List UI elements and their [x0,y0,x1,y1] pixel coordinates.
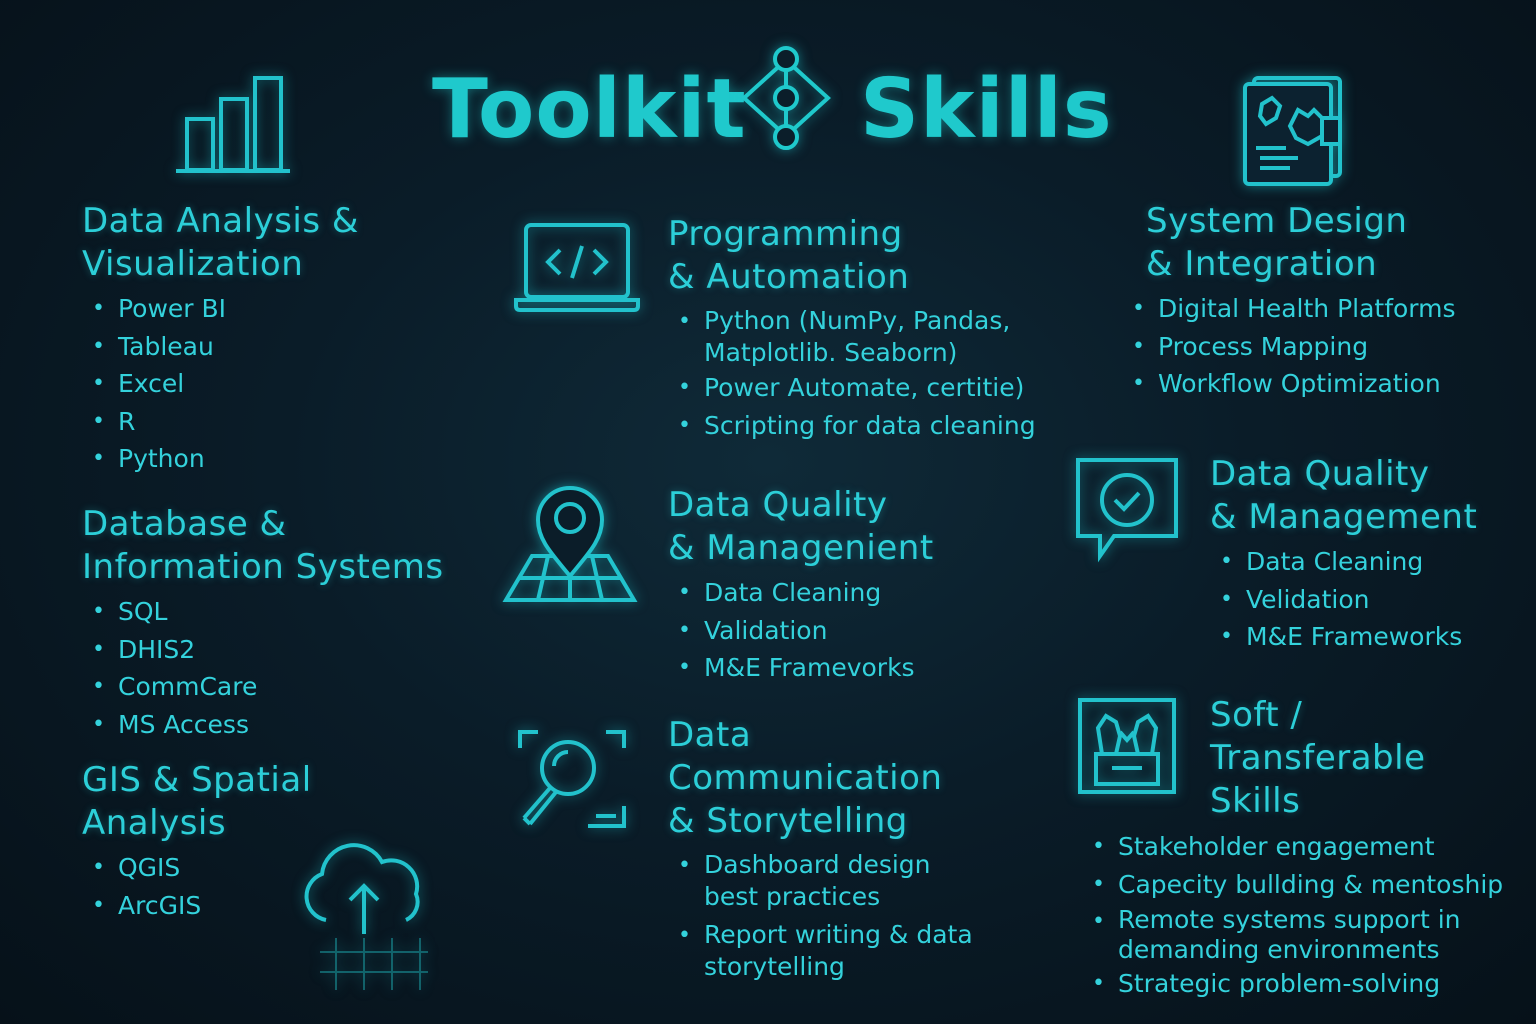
section-data-analysis: Data Analysis & Visualization Power BI T… [82,200,359,478]
list-item: SQL [82,593,444,631]
list-item-text: Dashboard design best practices [704,850,931,911]
skill-list: SQL DHIS2 CommCare MS Access [82,593,444,743]
section-soft-skills: Soft / Transferable Skills [1210,694,1426,823]
section-programming: Programming & Automation Python (NumPy, … [668,213,1036,444]
list-item: Data Cleaning [1210,543,1477,581]
list-item: CommCare [82,668,444,706]
skill-list: QGIS ArcGIS [82,849,312,924]
section-heading: Soft / Transferable Skills [1210,695,1426,821]
section-database: Database & Information Systems SQL DHIS2… [82,503,444,743]
list-item: Tableau [82,328,359,366]
cloud-upload-icon [298,842,432,992]
list-item: Dashboard design best practices [668,847,973,913]
list-item: Python (NumPy, Pandas, Matplotlib. Seabo… [668,303,1036,369]
skill-list: Dashboard design best practices Report w… [668,847,973,983]
section-data-quality-right: Data Quality & Management Data Cleaning … [1210,453,1477,656]
laptop-code-icon [514,222,640,314]
list-item: Data Cleaning [668,574,934,612]
skill-list: Power BI Tableau Excel R Python [82,290,359,478]
list-item: Report writing & data storytelling [668,917,973,983]
list-item: Scripting for data cleaning [668,407,1036,445]
list-item: ArcGIS [82,887,312,925]
list-item: QGIS [82,849,312,887]
section-heading: Data Quality & Managenient [668,485,934,568]
list-item-text: Report writing & data storytelling [704,920,973,981]
list-item-text: Python (NumPy, Pandas, Matplotlib. Seabo… [704,306,1011,367]
title-toolkit: Toolkit [432,62,747,157]
list-item: Remote systems support in demanding envi… [1082,903,1503,965]
skill-list: Data Cleaning Velidation M&E Frameworks [1210,543,1477,656]
list-item: Process Mapping [1122,328,1456,366]
section-heading: Data Quality & Management [1210,454,1478,537]
section-soft-skills-list: Stakeholder engagement Capecity bullding… [1082,824,1503,1003]
check-chat-icon [1074,456,1180,564]
section-system-design: System Design & Integration Digital Heal… [1132,200,1456,403]
section-heading: Programming & Automation [668,214,910,297]
section-heading: Database & Information Systems [82,504,444,587]
list-item: Validation [668,612,934,650]
section-heading: Data Communication & Storytelling [668,715,943,841]
skill-list: Python (NumPy, Pandas, Matplotlib. Seabo… [668,303,1036,444]
section-data-quality-mid: Data Quality & Managenient Data Cleaning… [668,484,934,687]
magnifier-icon [516,726,628,832]
bar-chart-icon [176,74,292,174]
list-item: DHIS2 [82,631,444,669]
list-item: Power BI [82,290,359,328]
list-item: Workflow Optimization [1122,365,1456,403]
node-diamond-icon [736,40,836,164]
list-item: Velidation [1210,581,1477,619]
section-gis: GIS & Spatial Analysis QGIS ArcGIS [82,759,312,924]
document-map-icon [1242,74,1346,188]
list-item: Power Automate, certitie) [668,369,1036,407]
list-item-text: Remote systems support in demanding envi… [1118,905,1461,964]
list-item: Strategic problem-solving [1082,965,1503,1003]
list-item: MS Access [82,706,444,744]
list-item: Digital Health Platforms [1122,290,1456,328]
list-item: M&E Framevorks [668,649,934,687]
list-item: Python [82,440,359,478]
list-item: M&E Frameworks [1210,618,1477,656]
skill-list: Digital Health Platforms Process Mapping… [1122,290,1456,403]
page-title: Toolkit Skills [0,46,1536,170]
section-heading: GIS & Spatial Analysis [82,760,312,843]
people-frame-icon [1076,696,1178,796]
list-item: Stakeholder engagement [1082,828,1503,866]
list-item: R [82,403,359,441]
map-pin-icon [502,484,638,606]
section-communication: Data Communication & Storytelling Dashbo… [668,714,973,983]
section-heading: System Design & Integration [1146,201,1408,284]
skill-list: Data Cleaning Validation M&E Framevorks [668,574,934,687]
section-heading: Data Analysis & Visualization [82,201,359,284]
list-item: Capecity bullding & mentoship [1082,866,1503,904]
list-item: Excel [82,365,359,403]
title-skills: Skills [860,62,1113,157]
skill-list: Stakeholder engagement Capecity bullding… [1082,828,1503,1003]
